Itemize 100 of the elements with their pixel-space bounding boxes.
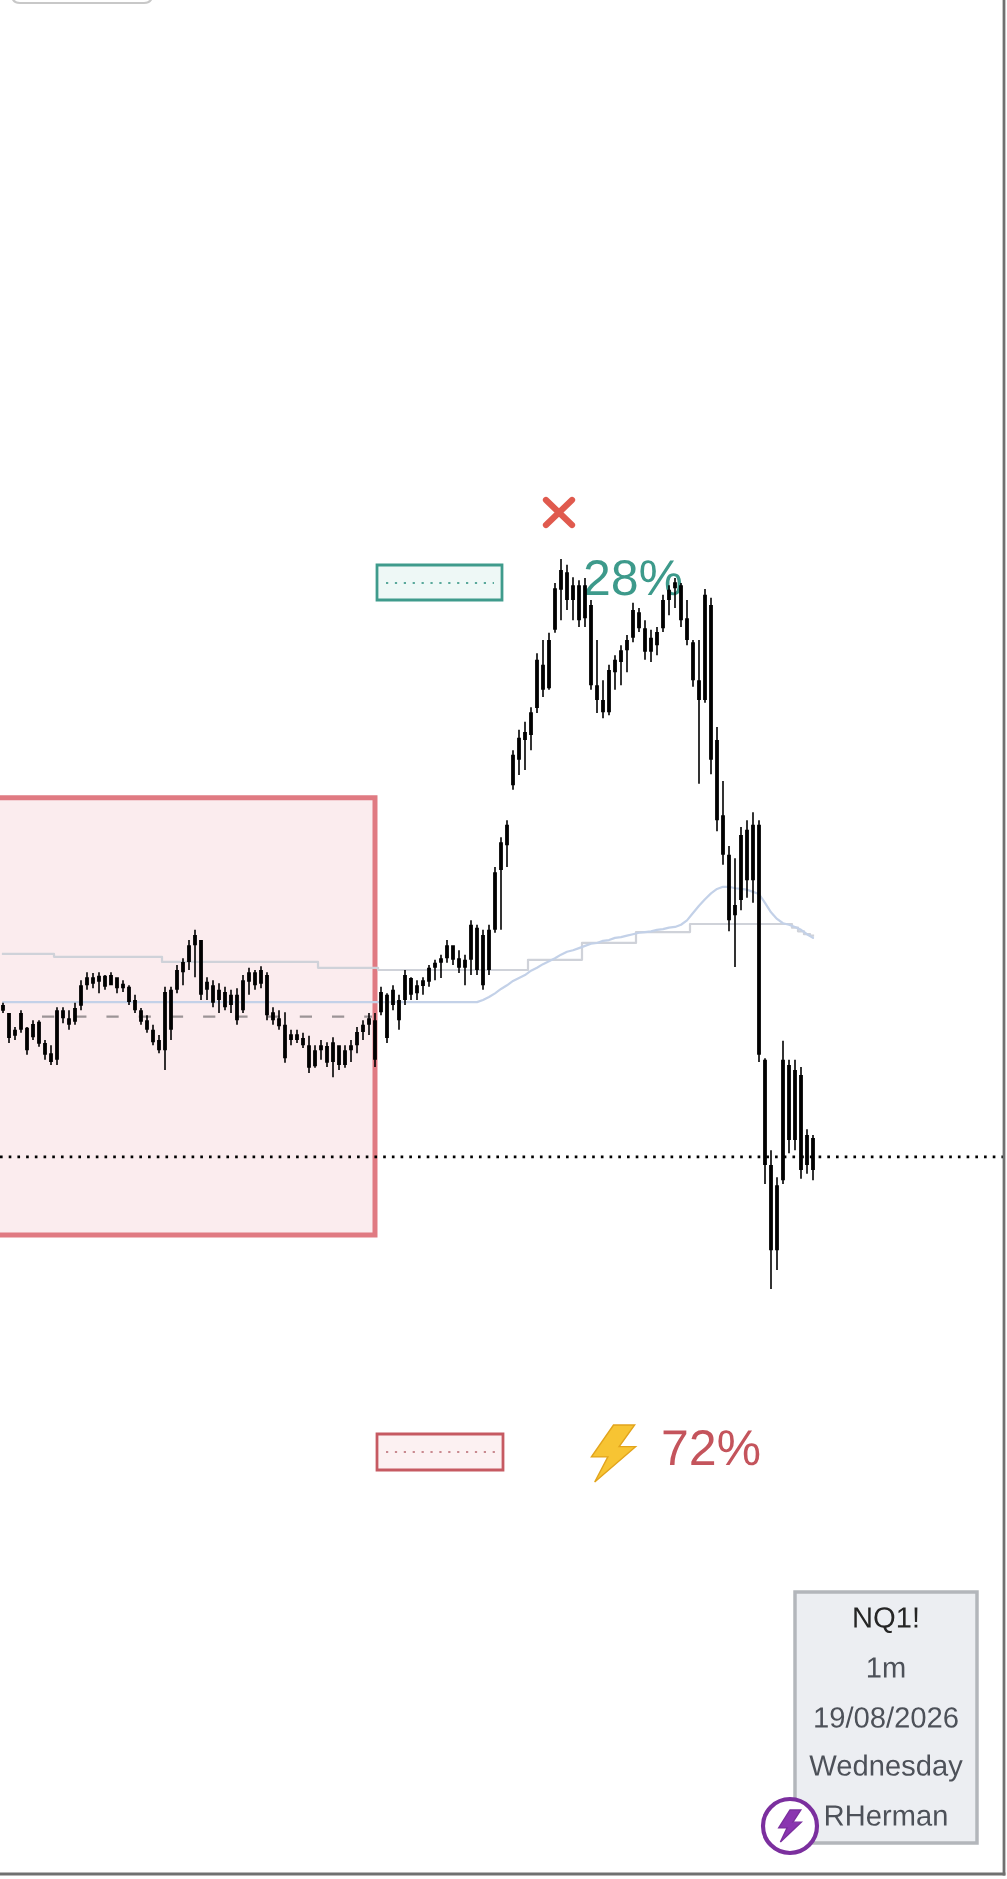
candlestick bbox=[631, 602, 635, 643]
candlestick bbox=[715, 726, 719, 832]
candlestick bbox=[193, 929, 197, 978]
candlestick bbox=[319, 1040, 323, 1060]
candlestick bbox=[475, 924, 479, 976]
candlestick bbox=[67, 1010, 71, 1030]
candlestick bbox=[559, 559, 563, 621]
candlestick bbox=[565, 564, 569, 611]
candlestick bbox=[637, 607, 641, 632]
candlestick bbox=[295, 1029, 299, 1043]
candlestick bbox=[247, 967, 251, 995]
text: NQ1! bbox=[854, 1607, 918, 1634]
candlestick bbox=[529, 707, 533, 751]
candlestick bbox=[25, 1026, 29, 1055]
candlestick bbox=[109, 972, 113, 986]
candlestick bbox=[211, 980, 215, 1008]
candlestick bbox=[571, 577, 575, 621]
candlestick bbox=[493, 867, 497, 933]
candlestick bbox=[265, 972, 269, 1021]
candlestick bbox=[589, 599, 593, 690]
candlestick bbox=[289, 1029, 293, 1046]
candlestick bbox=[121, 980, 125, 992]
text: 1m bbox=[867, 1657, 905, 1678]
candlestick bbox=[349, 1040, 353, 1062]
candlestick bbox=[307, 1035, 311, 1073]
candlestick bbox=[19, 1010, 23, 1033]
candlestick bbox=[157, 1034, 161, 1054]
candlestick bbox=[535, 653, 539, 714]
candlestick bbox=[115, 977, 119, 994]
candlestick bbox=[487, 924, 491, 976]
candlestick bbox=[625, 634, 629, 673]
candlestick bbox=[733, 858, 737, 968]
candlestick bbox=[523, 721, 527, 770]
candlestick bbox=[373, 1013, 377, 1068]
candlestick bbox=[61, 1007, 65, 1024]
candlestick bbox=[235, 988, 239, 1025]
candlestick bbox=[43, 1040, 47, 1060]
candlestick bbox=[355, 1026, 359, 1054]
candlestick bbox=[745, 820, 749, 898]
candlestick bbox=[499, 837, 503, 930]
candlestick bbox=[415, 980, 419, 1000]
candlestick bbox=[163, 986, 167, 1070]
candlestick bbox=[37, 1020, 41, 1047]
candlestick bbox=[787, 1059, 791, 1154]
candlestick bbox=[709, 597, 713, 775]
candlestick bbox=[703, 588, 707, 703]
candlestick bbox=[337, 1045, 341, 1070]
candlestick bbox=[505, 820, 509, 868]
candlestick bbox=[313, 1045, 317, 1068]
candlestick bbox=[133, 994, 137, 1014]
candlestick bbox=[301, 1032, 305, 1049]
candlestick bbox=[445, 940, 449, 963]
candlestick bbox=[661, 594, 665, 632]
candlestick bbox=[541, 640, 545, 697]
candlestick bbox=[139, 1007, 143, 1025]
candlestick bbox=[7, 1013, 11, 1043]
candlestick bbox=[259, 966, 263, 989]
candlestick bbox=[547, 632, 551, 690]
candlestick bbox=[775, 1177, 779, 1271]
candlestick bbox=[229, 989, 233, 1014]
candlestick bbox=[31, 1020, 35, 1041]
candlestick bbox=[607, 664, 611, 716]
candlestick bbox=[439, 954, 443, 979]
candlestick bbox=[655, 626, 659, 656]
candlestick bbox=[181, 958, 185, 986]
candlestick bbox=[79, 980, 83, 1011]
candlestick bbox=[175, 964, 179, 994]
text: 19/08/2026 bbox=[815, 1706, 958, 1728]
candlestick bbox=[583, 577, 587, 627]
candlestick bbox=[757, 820, 761, 1062]
candlestick bbox=[1, 1002, 5, 1014]
text: RHerman bbox=[826, 1805, 947, 1826]
candlestick bbox=[367, 1013, 371, 1035]
candlestick bbox=[403, 969, 407, 1006]
candlestick bbox=[91, 972, 95, 989]
candlestick bbox=[409, 977, 413, 1000]
candlestick bbox=[433, 959, 437, 981]
candlestick bbox=[283, 1012, 287, 1063]
candlestick bbox=[595, 640, 599, 714]
candlestick bbox=[331, 1037, 335, 1078]
candlestick bbox=[721, 780, 725, 865]
candlestick bbox=[385, 993, 389, 1043]
candlestick bbox=[253, 969, 257, 990]
candlestick bbox=[481, 929, 485, 990]
candlestick bbox=[103, 975, 107, 990]
candlestick bbox=[451, 945, 455, 965]
candlestick bbox=[421, 977, 425, 995]
candlestick bbox=[601, 680, 605, 719]
candlestick bbox=[13, 1026, 17, 1041]
candlestick bbox=[613, 655, 617, 690]
candlestick bbox=[751, 812, 755, 903]
candlestick bbox=[649, 629, 653, 662]
candlestick bbox=[49, 1045, 53, 1065]
candlestick bbox=[577, 580, 581, 627]
candlestick bbox=[727, 845, 731, 932]
candlestick bbox=[619, 645, 623, 686]
candlestick bbox=[691, 640, 695, 687]
candlestick bbox=[739, 826, 743, 911]
candlestick bbox=[97, 972, 101, 994]
candlestick bbox=[511, 750, 515, 790]
